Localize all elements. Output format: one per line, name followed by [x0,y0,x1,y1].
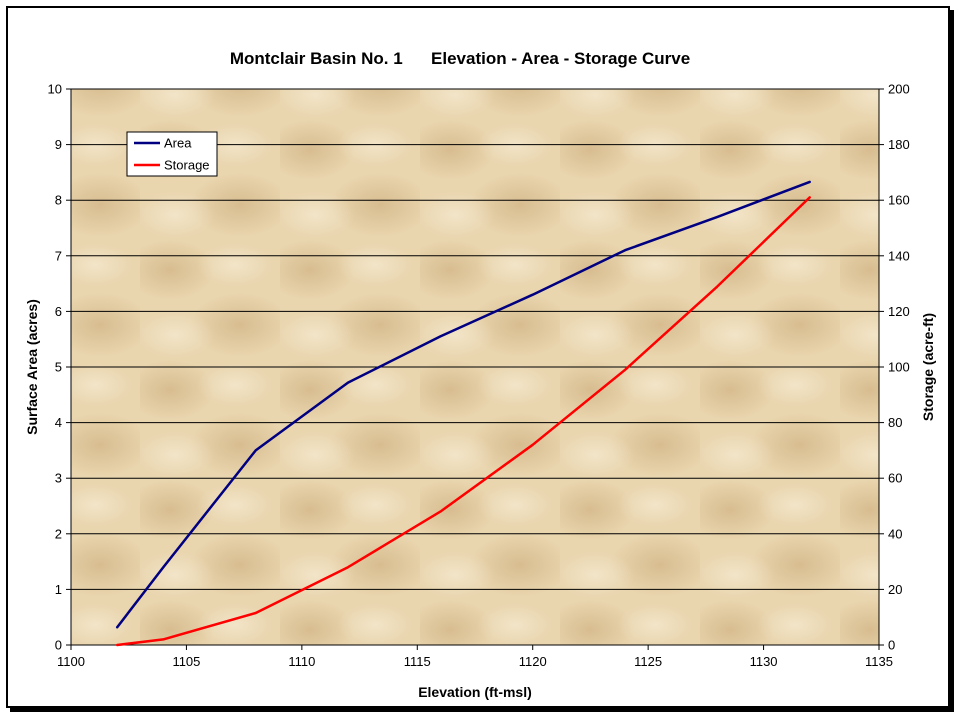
y-tick-label: 2 [55,526,62,541]
gridlines [71,88,879,590]
y2-tick-label: 20 [888,582,902,597]
y2-tick-label: 140 [888,248,910,263]
y2-tick-label: 200 [888,82,910,97]
x-tick-label: 1135 [865,654,893,669]
y2-tick-label: 120 [888,304,910,319]
axes: 0123456789100204060801001201401601802001… [48,82,910,670]
legend-box [126,131,218,177]
y2-axis-title: Storage (acre-ft) [920,313,936,421]
legend-label-storage: Storage [164,158,210,173]
y-tick-label: 0 [55,638,62,653]
y-tick-label: 4 [55,415,62,430]
y2-tick-label: 180 [888,137,910,152]
series-lines [115,180,811,647]
legend-label-area: Area [164,136,192,151]
x-tick-label: 1130 [750,654,778,669]
y2-tick-label: 100 [888,360,910,375]
y-tick-label: 5 [55,360,62,375]
y-tick-label: 8 [55,193,62,208]
series-line-storage [115,196,811,647]
x-tick-label: 1125 [634,654,662,669]
x-tick-label: 1100 [57,654,85,669]
y2-tick-label: 80 [888,415,902,430]
y2-tick-label: 0 [888,638,895,653]
y-tick-label: 7 [55,248,62,263]
y-axis-title: Surface Area (acres) [24,299,40,435]
x-tick-label: 1120 [519,654,547,669]
y-tick-label: 6 [55,304,62,319]
y2-tick-label: 160 [888,193,910,208]
y-tick-label: 10 [48,82,62,97]
x-tick-label: 1110 [288,654,315,669]
y-tick-label: 3 [55,471,62,486]
y-tick-label: 9 [55,137,62,152]
legend: Area Storage [126,131,218,177]
y2-tick-label: 40 [888,526,902,541]
x-tick-label: 1115 [404,654,431,669]
y2-tick-label: 60 [888,471,902,486]
y-tick-label: 1 [55,582,62,597]
x-axis-title: Elevation (ft-msl) [418,684,532,700]
chart-title: Montclair Basin No. 1 Elevation - Area -… [230,49,690,68]
series-line-area [115,180,811,629]
x-tick-label: 1105 [172,654,200,669]
